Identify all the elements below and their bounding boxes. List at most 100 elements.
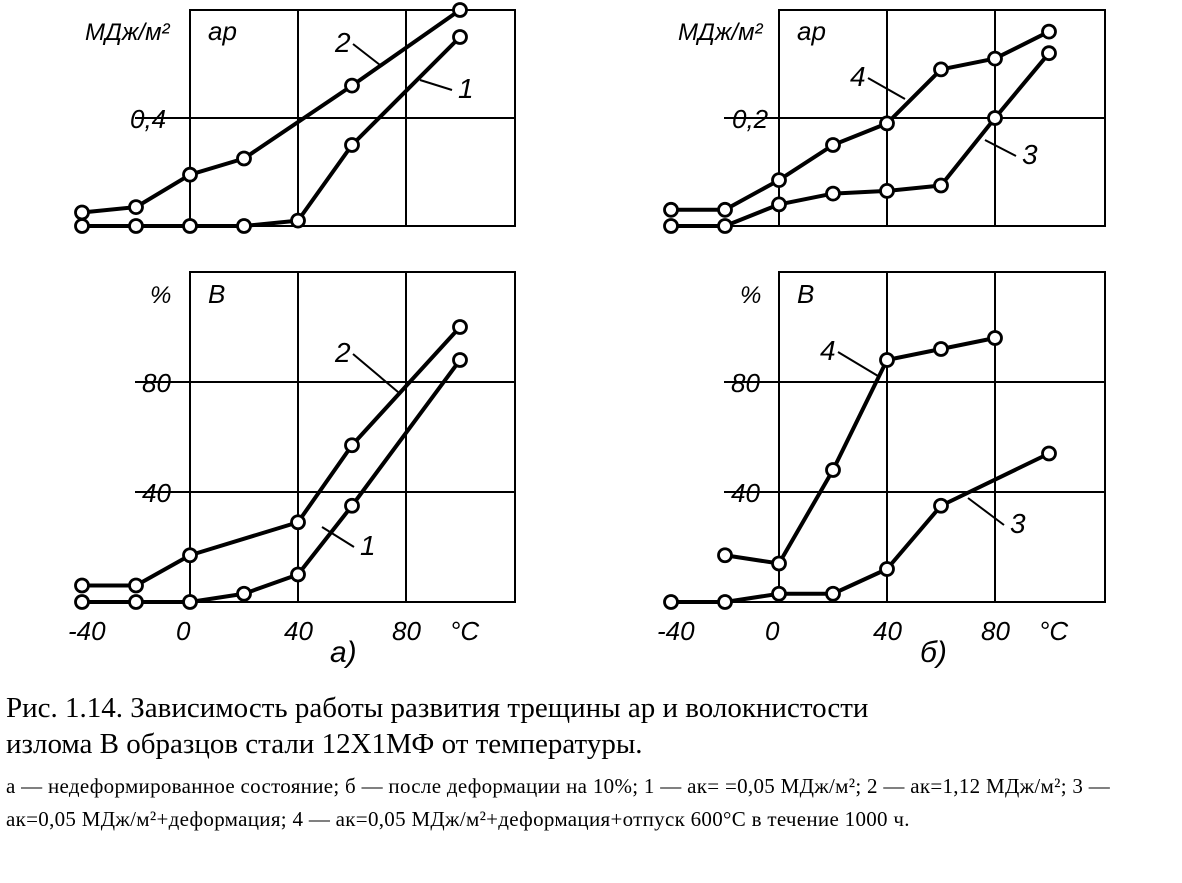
series-line-3 bbox=[671, 451, 1050, 604]
series-label-4: 4 bbox=[820, 335, 836, 366]
data-point-4 bbox=[879, 115, 895, 132]
x-tick-label: 80 bbox=[981, 616, 1010, 646]
data-point-3 bbox=[771, 585, 787, 602]
data-point-1 bbox=[182, 218, 198, 234]
data-point-4 bbox=[663, 201, 679, 218]
data-point-4 bbox=[771, 555, 787, 572]
data-point-4 bbox=[879, 352, 895, 368]
plot-panel-2: 40 80% B -40 0 40 80 °C 1 2 bbox=[68, 271, 516, 646]
series-label-3: 3 bbox=[1010, 508, 1026, 539]
x-axis-unit: °C bbox=[450, 616, 479, 646]
data-point-1 bbox=[74, 594, 90, 610]
data-point-1 bbox=[452, 352, 468, 368]
data-point-2 bbox=[74, 577, 90, 594]
y-tick-label: 80 bbox=[731, 368, 760, 398]
series-label-4: 4 bbox=[850, 61, 866, 92]
data-point-4 bbox=[1041, 23, 1057, 40]
data-point-4 bbox=[771, 172, 787, 189]
plot-frame bbox=[189, 271, 516, 603]
y-tick-label: 0,2 bbox=[732, 104, 769, 134]
data-point-1 bbox=[344, 137, 360, 153]
data-point-1 bbox=[128, 594, 144, 610]
y-axis-units: МДж/м² bbox=[678, 19, 764, 46]
y-tick-label: 0,4 bbox=[130, 104, 166, 134]
data-point-1 bbox=[344, 497, 360, 514]
series-label-3: 3 bbox=[1022, 139, 1038, 170]
series-line-4 bbox=[724, 336, 996, 566]
plot-panel-4: 40 80% B -40 0 40 80 °C 3 4 bbox=[657, 271, 1106, 646]
data-point-3 bbox=[1041, 45, 1057, 62]
data-point-4 bbox=[825, 462, 841, 478]
series-leader-line bbox=[419, 79, 453, 91]
data-point-4 bbox=[987, 330, 1003, 346]
series-leader-line bbox=[984, 139, 1017, 157]
data-point-2 bbox=[182, 547, 198, 564]
data-point-2 bbox=[452, 319, 468, 335]
data-point-2 bbox=[236, 150, 252, 167]
data-point-2 bbox=[344, 437, 360, 454]
data-point-3 bbox=[663, 594, 679, 610]
data-point-3 bbox=[933, 497, 949, 514]
x-tick-label: 0 bbox=[176, 616, 191, 646]
data-point-2 bbox=[74, 204, 90, 221]
data-point-2 bbox=[128, 199, 144, 216]
data-point-4 bbox=[987, 50, 1003, 67]
data-point-1 bbox=[236, 585, 252, 602]
series-line-3 bbox=[671, 51, 1051, 228]
data-point-3 bbox=[933, 177, 949, 194]
y-axis-units: % bbox=[740, 282, 761, 309]
data-point-2 bbox=[182, 166, 198, 183]
figure-caption-notes: а — недеформированное состояние; б — пос… bbox=[6, 774, 1111, 831]
data-point-4 bbox=[933, 341, 949, 357]
data-point-3 bbox=[717, 218, 733, 234]
data-point-3 bbox=[825, 185, 841, 202]
series-leader-line bbox=[967, 497, 1005, 526]
series-label-1: 1 bbox=[360, 530, 376, 561]
data-point-3 bbox=[663, 218, 679, 234]
data-point-4 bbox=[933, 61, 949, 78]
series-line-1 bbox=[82, 358, 462, 604]
y-axis-symbol: ap bbox=[797, 16, 826, 46]
x-axis-unit: °C bbox=[1039, 616, 1068, 646]
panel-label-a: а) bbox=[330, 636, 357, 669]
x-tick-label: -40 bbox=[68, 616, 106, 646]
data-point-3 bbox=[771, 196, 787, 213]
data-point-2 bbox=[452, 2, 468, 18]
series-label-2: 2 bbox=[334, 337, 351, 368]
data-point-1 bbox=[290, 566, 306, 583]
series-line-2 bbox=[81, 8, 462, 215]
plot-panel-1: 0,4 МДж/м² ap 1 2 bbox=[74, 2, 516, 234]
y-tick-label: 40 bbox=[731, 478, 760, 508]
data-point-1 bbox=[290, 212, 306, 229]
series-leader-line bbox=[837, 351, 879, 377]
data-point-3 bbox=[1041, 445, 1057, 462]
plot-frame bbox=[778, 271, 1106, 603]
series-leader-line bbox=[352, 353, 399, 393]
data-point-4 bbox=[717, 201, 733, 218]
data-point-3 bbox=[717, 594, 733, 610]
series-line-2 bbox=[82, 325, 462, 588]
data-point-4 bbox=[825, 137, 841, 153]
data-point-1 bbox=[452, 29, 468, 45]
y-tick-label: 80 bbox=[142, 368, 171, 398]
data-point-2 bbox=[344, 77, 360, 94]
y-axis-symbol: B bbox=[208, 279, 225, 309]
plot-panel-3: 0,2 МДж/м² ap 3 4 bbox=[663, 9, 1106, 234]
x-tick-label: 0 bbox=[765, 616, 780, 646]
data-point-1 bbox=[182, 594, 198, 610]
y-axis-symbol: ap bbox=[208, 16, 237, 46]
series-leader-line bbox=[352, 43, 381, 66]
series-line-4 bbox=[671, 29, 1050, 212]
y-axis-units: % bbox=[150, 282, 171, 309]
series-leader-line bbox=[867, 77, 906, 100]
data-point-3 bbox=[879, 182, 895, 199]
caption-title-line-2: излома B образцов стали 12Х1МФ от темпер… bbox=[6, 728, 643, 760]
data-point-1 bbox=[128, 218, 144, 234]
series-label-2: 2 bbox=[334, 27, 351, 58]
x-tick-label: 40 bbox=[873, 616, 902, 646]
x-tick-label: 80 bbox=[392, 616, 421, 646]
data-point-1 bbox=[74, 218, 90, 234]
data-point-1 bbox=[236, 218, 252, 234]
